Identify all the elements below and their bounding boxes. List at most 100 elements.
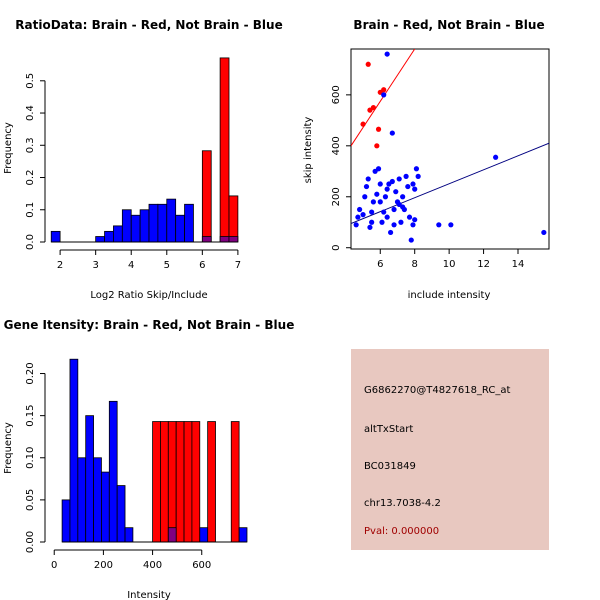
chart3-bar-blue bbox=[101, 471, 110, 543]
chart2-x-tick-label: 6 bbox=[377, 259, 383, 270]
chart2-point bbox=[375, 126, 382, 132]
chart2-point bbox=[370, 199, 376, 205]
pval: Pval: 0.000000 bbox=[364, 526, 440, 537]
chart2-point bbox=[388, 229, 394, 236]
info-box: G6862270@T4827618_RC_at altTxStart BC031… bbox=[351, 349, 549, 550]
chart1-bar-blue bbox=[121, 209, 132, 243]
chart2-point bbox=[448, 222, 454, 228]
chart2-point bbox=[391, 222, 397, 228]
chart2-point bbox=[362, 194, 368, 200]
chart2-point bbox=[377, 181, 383, 187]
chart2-y-tick-label: 400 bbox=[331, 136, 342, 155]
chart1-y-tick-label: 0.2 bbox=[25, 170, 36, 186]
chart1-y-tick-label: 0.4 bbox=[25, 105, 36, 121]
chart1-x-tick-label: 7 bbox=[235, 260, 241, 271]
chart3-bar-blue bbox=[124, 527, 134, 543]
chart2-point bbox=[408, 237, 414, 243]
chart3-bar-red bbox=[167, 421, 177, 543]
chart3-bar-blue bbox=[93, 457, 102, 543]
chart2-point bbox=[413, 166, 420, 172]
chart2-point bbox=[412, 217, 418, 223]
chart2-point bbox=[374, 143, 380, 149]
event-type: altTxStart bbox=[364, 424, 414, 435]
chart1-y-tick-label: 0.0 bbox=[25, 234, 36, 250]
chart2-point bbox=[393, 189, 399, 195]
chart3-ylabel: Frequency bbox=[3, 422, 14, 474]
chart3-bar-blue bbox=[77, 457, 87, 543]
chart2-plot: 6 8 10 12 14 0 200 400 600 bbox=[331, 48, 550, 270]
chart2-point bbox=[384, 186, 390, 192]
chart3-bar-blue bbox=[108, 400, 118, 543]
chart1-x-tick-label: 5 bbox=[164, 260, 170, 271]
chart2-point bbox=[381, 87, 387, 93]
probe-id: G6862270@T4827618_RC_at bbox=[364, 385, 511, 396]
chart3-y-tick-label: 0.15 bbox=[25, 405, 36, 427]
chart2-point bbox=[370, 104, 376, 111]
chart2-ylabel: skip intensity bbox=[303, 117, 314, 184]
chart2-point bbox=[384, 214, 390, 220]
chart2-point bbox=[415, 173, 421, 179]
chart2-fit-line bbox=[351, 49, 416, 147]
chart2-title: Brain - Red, Not Brain - Blue bbox=[353, 18, 544, 32]
chart2-point bbox=[363, 183, 370, 190]
chart2-point bbox=[365, 61, 371, 67]
chart2-y-tick-label: 0 bbox=[331, 245, 342, 251]
chart3-x-tick-label: 200 bbox=[94, 560, 113, 571]
chart1-x-tick-label: 2 bbox=[57, 260, 63, 271]
chart1-bar-blue bbox=[219, 236, 230, 243]
chart2-point bbox=[367, 224, 373, 230]
chart2-point bbox=[436, 222, 442, 228]
chart3-bar-red bbox=[207, 421, 216, 543]
chart2-point bbox=[391, 206, 397, 213]
chart2-point bbox=[353, 222, 359, 228]
chart3-x-tick-label: 600 bbox=[192, 560, 211, 571]
chart1-bar-blue bbox=[104, 230, 114, 243]
chart3-xlabel: Intensity bbox=[127, 590, 171, 600]
chart1-bar-blue bbox=[184, 203, 194, 243]
chart2-point bbox=[360, 121, 366, 127]
chart2-point bbox=[410, 181, 416, 187]
chart3-bar-blue bbox=[167, 527, 177, 543]
chart2-point bbox=[377, 199, 383, 205]
chart2-y-tick-label: 200 bbox=[331, 187, 342, 206]
chart2-point bbox=[389, 178, 395, 185]
chart2-point bbox=[406, 214, 413, 220]
chart3-bar-blue bbox=[116, 485, 126, 543]
chart1-y-tick-label: 0.3 bbox=[25, 137, 36, 153]
chart2-point bbox=[381, 209, 387, 215]
chart1-bar-blue bbox=[228, 236, 239, 243]
chart1-bar-blue bbox=[130, 214, 141, 243]
chart2-point bbox=[493, 154, 499, 160]
chart1-plot: 2 3 4 5 6 7 0.0 0.1 0.2 0.3 0.4 0.5 bbox=[25, 57, 241, 271]
chart1-bar-red bbox=[201, 150, 212, 243]
chart2-point bbox=[403, 173, 409, 179]
chart2-x-tick-label: 12 bbox=[477, 259, 490, 270]
chart2-point bbox=[396, 201, 402, 208]
chart3-bar-blue bbox=[69, 358, 79, 543]
chart2-x-tick-label: 14 bbox=[512, 259, 525, 270]
chart3-title: Gene Itensity: Brain - Red, Not Brain - … bbox=[4, 318, 295, 332]
chart2-point bbox=[541, 229, 547, 236]
chart1-bar-blue bbox=[50, 230, 61, 243]
chart3-bar-red bbox=[183, 421, 193, 543]
chart2-point bbox=[384, 51, 390, 57]
chart2-point bbox=[398, 219, 404, 225]
chart1-x-tick-label: 6 bbox=[199, 260, 205, 271]
chart1-ylabel: Frequency bbox=[3, 122, 14, 174]
chart2-point bbox=[357, 206, 363, 213]
location: chr13.7038-4.2 bbox=[364, 498, 441, 509]
chart3-y-tick-label: 0.00 bbox=[25, 531, 36, 553]
chart3-y-tick-label: 0.20 bbox=[25, 362, 36, 384]
chart1-bar-blue bbox=[166, 198, 177, 243]
chart2-point bbox=[365, 176, 371, 182]
chart3-bar-blue bbox=[199, 527, 209, 543]
chart3-bar-blue bbox=[85, 415, 94, 543]
chart3-y-tick-label: 0.10 bbox=[25, 447, 36, 469]
chart2-point bbox=[381, 92, 387, 98]
accession: BC031849 bbox=[364, 461, 416, 472]
chart2-point bbox=[410, 222, 416, 228]
chart1-bar-blue bbox=[148, 203, 159, 243]
chart1-bar-blue bbox=[113, 225, 123, 243]
chart1-bar-red bbox=[228, 195, 239, 243]
